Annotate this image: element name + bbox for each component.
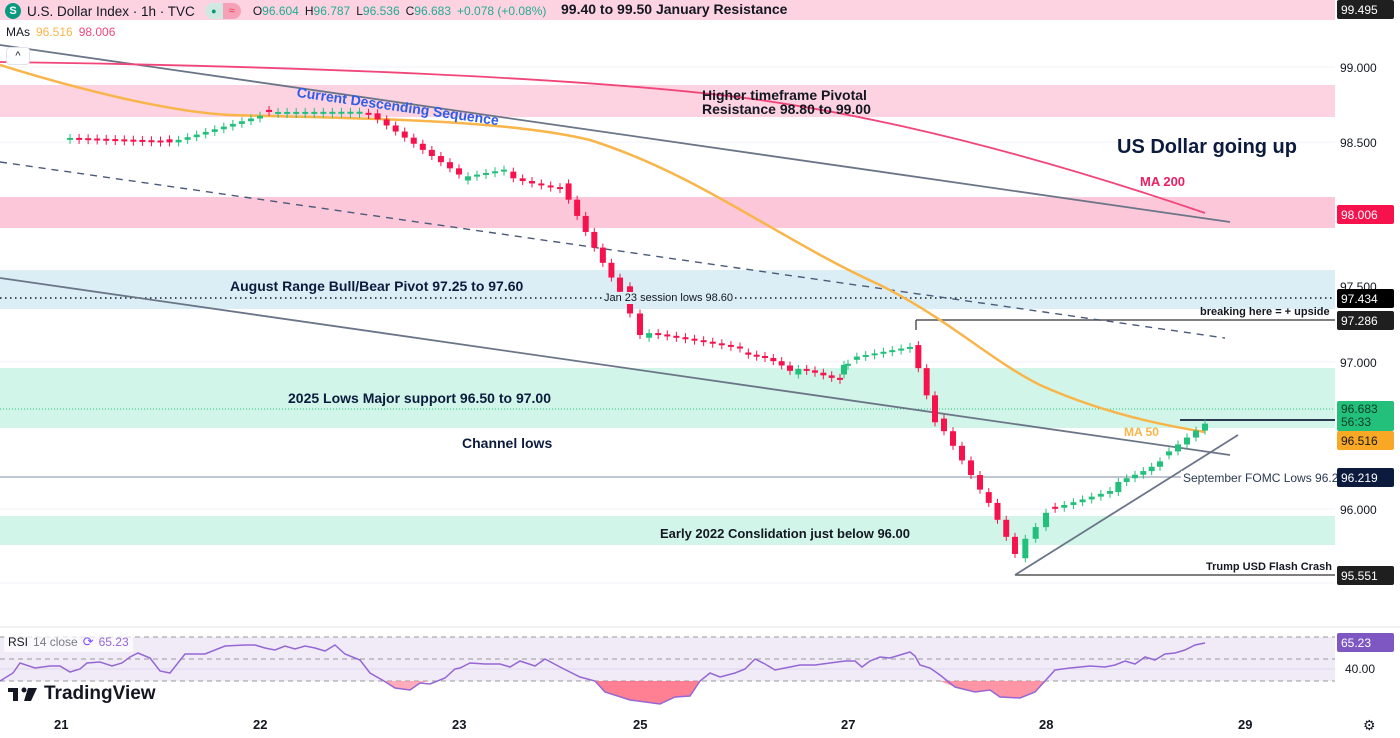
ma50-label: MA 50: [1124, 425, 1159, 439]
august-pivot-label: August Range Bull/Bear Pivot 97.25 to 97…: [230, 278, 524, 294]
symbol-legend: S U.S. Dollar Index · 1h · TVC ● ≈ O96.6…: [0, 0, 546, 22]
bar-countdown: 56:33: [1341, 415, 1372, 429]
high-value: 96.787: [313, 4, 351, 18]
time-label-23: 23: [452, 717, 467, 732]
rsi-value-tag: 65.23: [1337, 633, 1394, 652]
low-value: 96.536: [362, 4, 400, 18]
jan-resistance-price-tag: 99.495: [1337, 0, 1394, 19]
symbol-title[interactable]: U.S. Dollar Index · 1h · TVC: [27, 3, 195, 19]
time-label-28: 28: [1039, 717, 1054, 732]
last-price-value: 96.683: [1341, 402, 1378, 416]
symbol-logo-icon: S: [5, 3, 21, 19]
market-open-dot-icon: ●: [211, 6, 217, 16]
breaking-price-tag: 97.286: [1337, 311, 1394, 330]
time-label-22: 22: [253, 717, 268, 732]
ma200-price-tag: 98.006: [1337, 205, 1394, 224]
mas-label: MAs: [6, 25, 30, 39]
ohlc-values: O96.604 H96.787 L96.536 C96.683 +0.078 (…: [252, 4, 547, 18]
sept-fomc-label: September FOMC Lows 96.20: [1181, 471, 1348, 485]
price-tick-99000: 99.000: [1340, 61, 1377, 75]
rsi-refresh-icon[interactable]: ⟳: [82, 634, 94, 649]
close-value: 96.683: [414, 4, 451, 18]
rsi-legend[interactable]: RSI 14 close ⟳ 65.23: [4, 632, 133, 652]
htf-pivot-label: Higher timeframe Pivotal Resistance 98.8…: [702, 87, 871, 117]
moving-averages-legend[interactable]: MAs 96.516 98.006: [6, 25, 115, 39]
settings-gear-icon[interactable]: ⚙: [1363, 717, 1376, 733]
time-label-21: 21: [54, 717, 69, 732]
ma200-band-zone: [0, 197, 1335, 228]
major-support-label: 2025 Lows Major support 96.50 to 97.00: [288, 390, 551, 406]
channel-lows-label: Channel lows: [462, 435, 553, 451]
tradingview-logo-icon: [8, 687, 37, 701]
ma50-price-tag: 96.516: [1337, 431, 1394, 450]
collapse-legend-button[interactable]: ^: [6, 47, 30, 65]
price-tick-96000: 96.000: [1340, 503, 1377, 517]
ma50-value: 96.516: [36, 25, 73, 39]
major-support-zone: [0, 368, 1335, 428]
price-tick-98500: 98.500: [1340, 136, 1377, 150]
jan23-price-tag: 97.434: [1337, 289, 1394, 308]
rsi-value: 65.23: [98, 635, 129, 649]
price-tick-97000: 97.000: [1340, 356, 1377, 370]
time-label-27: 27: [841, 717, 856, 732]
jan23-lows-label: Jan 23 session lows 98.60: [602, 292, 736, 304]
early-2022-label: Early 2022 Conslidation just below 96.00: [660, 526, 910, 541]
candlesticks: [67, 105, 1208, 563]
usd-going-up-label: US Dollar going up: [1117, 136, 1297, 158]
crash-price-tag: 95.551: [1337, 566, 1394, 585]
rsi-line: [0, 642, 1206, 705]
breaking-upside-label: breaking here = + upside: [1200, 306, 1330, 318]
last-price-tag: 96.683 56:33: [1337, 401, 1394, 431]
flash-crash-label: Trump USD Flash Crash: [1206, 561, 1332, 573]
open-value: 96.604: [262, 4, 299, 18]
early-2022-zone: [0, 516, 1335, 545]
rsi-tick-40: 40.00: [1345, 662, 1376, 676]
ma200-label: MA 200: [1140, 174, 1186, 189]
jan-resistance-label: 99.40 to 99.50 January Resistance: [561, 1, 788, 17]
change-value: +0.078 (+0.08%): [457, 4, 547, 18]
tradingview-logo[interactable]: TradingView: [8, 683, 156, 705]
ma200-line: [0, 61, 1206, 214]
ma200-value: 98.006: [78, 25, 116, 39]
status-pill[interactable]: ● ≈: [204, 3, 241, 19]
time-label-29: 29: [1238, 717, 1253, 732]
time-label-25: 25: [633, 717, 648, 732]
rsi-label: RSI: [8, 635, 29, 649]
chevron-up-icon: ^: [15, 50, 21, 62]
ma50-line: [0, 63, 1206, 434]
delayed-wave-icon: ≈: [222, 3, 241, 19]
jan-resistance-zone: [0, 0, 1335, 20]
fomc-price-tag: 96.219: [1337, 468, 1394, 487]
rsi-params: 14 close: [33, 635, 78, 649]
